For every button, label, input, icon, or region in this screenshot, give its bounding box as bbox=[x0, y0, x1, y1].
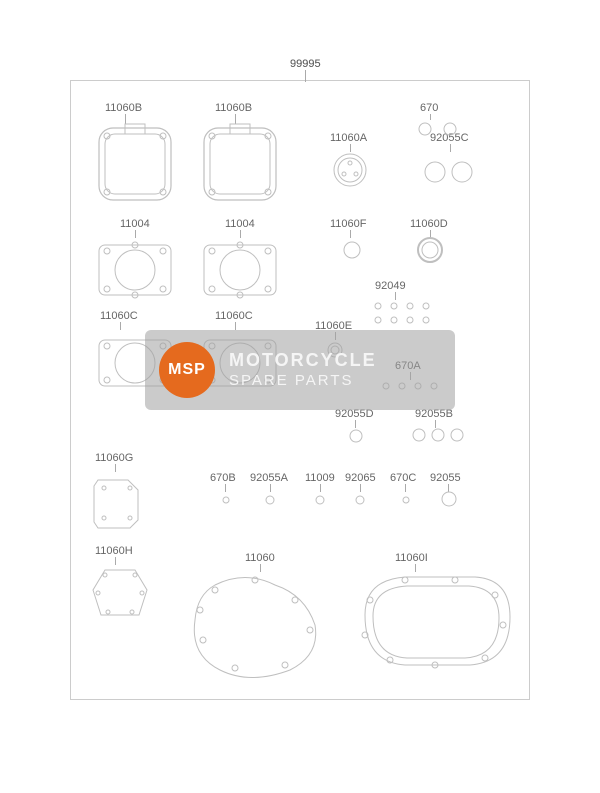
part-11060F bbox=[340, 238, 364, 262]
watermark: MSP MOTORCYCLE SPARE PARTS bbox=[145, 330, 455, 410]
label-l-11004-1: 11004 bbox=[120, 218, 150, 230]
leader-line bbox=[115, 557, 116, 565]
label-l-11060: 11060 bbox=[245, 552, 275, 564]
part-92055C bbox=[420, 152, 480, 192]
leader-line bbox=[320, 484, 321, 492]
part-92055D bbox=[348, 428, 364, 444]
part-92055A bbox=[264, 494, 276, 506]
part-11060H bbox=[90, 565, 150, 620]
label-l-99995: 99995 bbox=[290, 58, 321, 70]
label-l-92065: 92065 bbox=[345, 472, 376, 484]
leader-line bbox=[405, 484, 406, 492]
leader-line bbox=[450, 144, 451, 152]
part-11004-1 bbox=[95, 235, 175, 305]
leader-line bbox=[305, 70, 306, 82]
label-l-11060H: 11060H bbox=[95, 545, 133, 557]
label-l-92055: 92055 bbox=[430, 472, 461, 484]
part-11060I bbox=[345, 570, 515, 675]
leader-line bbox=[270, 484, 271, 492]
part-11004-2 bbox=[200, 235, 280, 305]
label-l-11060D: 11060D bbox=[410, 218, 448, 230]
label-l-670: 670 bbox=[420, 102, 438, 114]
part-11009 bbox=[314, 494, 326, 506]
part-11060B-1 bbox=[95, 122, 175, 207]
label-l-11060F: 11060F bbox=[330, 218, 367, 230]
label-l-11060A: 11060A bbox=[330, 132, 367, 144]
label-l-92055A: 92055A bbox=[250, 472, 288, 484]
label-l-11009: 11009 bbox=[305, 472, 335, 484]
label-l-670C: 670C bbox=[390, 472, 416, 484]
part-92065 bbox=[354, 494, 366, 506]
part-92049 bbox=[370, 298, 440, 328]
label-l-670B: 670B bbox=[210, 472, 236, 484]
label-l-11060C2: 11060C bbox=[215, 310, 253, 322]
label-l-11060I: 11060I bbox=[395, 552, 428, 564]
label-l-11060B1: 11060B bbox=[105, 102, 142, 114]
part-11060D bbox=[415, 235, 445, 265]
label-l-11060B2: 11060B bbox=[215, 102, 252, 114]
label-l-11004-2: 11004 bbox=[225, 218, 255, 230]
leader-line bbox=[225, 484, 226, 492]
leader-line bbox=[350, 230, 351, 238]
label-l-92049: 92049 bbox=[375, 280, 406, 292]
label-l-11060G: 11060G bbox=[95, 452, 133, 464]
part-11060B-2 bbox=[200, 122, 280, 207]
watermark-line1: MOTORCYCLE bbox=[229, 350, 377, 372]
part-92055 bbox=[440, 490, 458, 508]
watermark-text: MOTORCYCLE SPARE PARTS bbox=[229, 350, 377, 390]
part-670 bbox=[415, 120, 465, 138]
part-670B bbox=[220, 494, 232, 506]
watermark-badge: MSP bbox=[159, 342, 215, 398]
part-92055B bbox=[410, 426, 470, 444]
part-11060 bbox=[185, 570, 325, 680]
leader-line bbox=[360, 484, 361, 492]
watermark-line2: SPARE PARTS bbox=[229, 372, 377, 390]
leader-line bbox=[355, 420, 356, 428]
part-11060G bbox=[90, 470, 145, 530]
part-670C bbox=[400, 494, 412, 506]
label-l-11060C1: 11060C bbox=[100, 310, 138, 322]
part-11060A bbox=[330, 150, 370, 190]
